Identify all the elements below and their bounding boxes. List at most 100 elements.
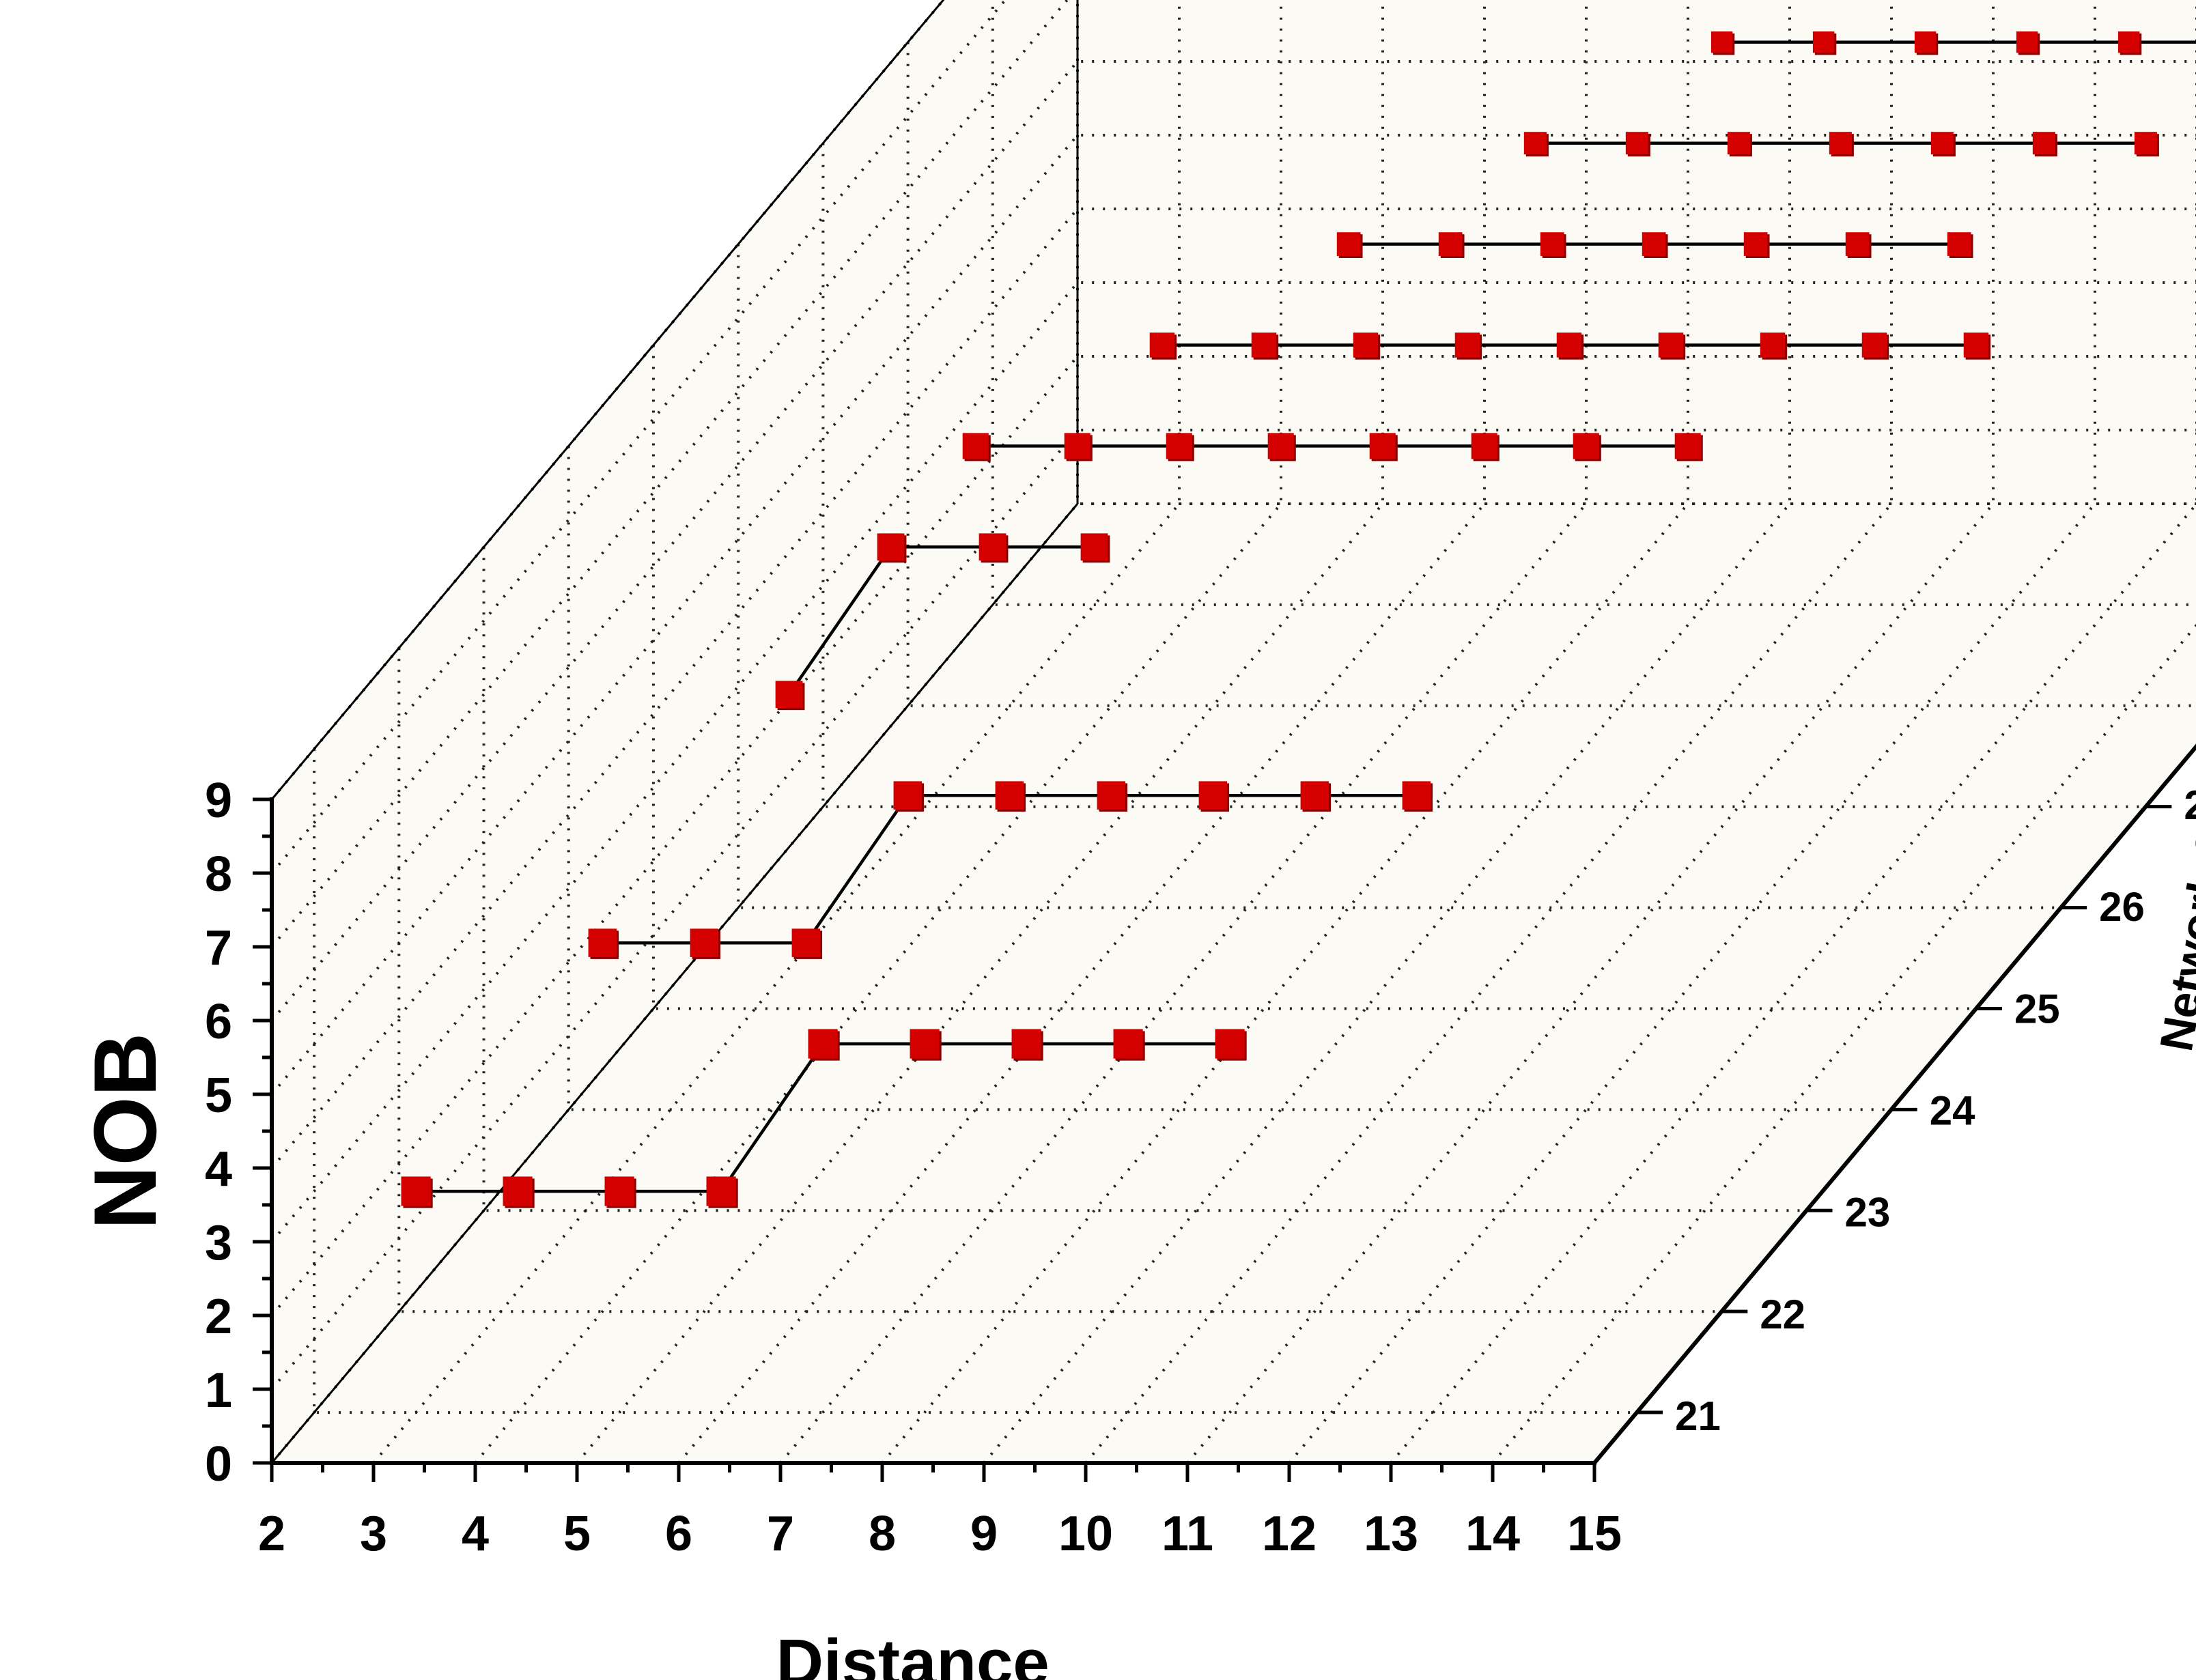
x-tick-label: 8: [869, 1507, 896, 1561]
y-tick-label: 0: [205, 1437, 232, 1492]
series-network-size-28: [1711, 31, 2196, 55]
chart-grid: [270, 0, 2196, 1464]
data-point: [775, 681, 803, 709]
data-point: [2117, 31, 2140, 53]
data-point: [1861, 332, 1887, 358]
y-tick-label: 1: [205, 1363, 232, 1418]
data-point: [808, 1029, 838, 1059]
data-point: [2032, 132, 2055, 155]
data-point: [1438, 232, 1463, 256]
chart-series: [401, 31, 2196, 1208]
gridline-distance: [1084, 0, 1893, 1464]
z-tick-label: 25: [2014, 986, 2060, 1031]
side-wall: [272, 0, 1078, 1463]
z-tick-label: 24: [1930, 1088, 1975, 1134]
data-point: [1674, 433, 1701, 459]
series-network-size-24: [962, 433, 1703, 461]
z-tick-label: 23: [1845, 1190, 1891, 1236]
y-tick-label: 3: [205, 1216, 232, 1270]
z-axis: [1591, 743, 2196, 1466]
data-point: [588, 928, 617, 957]
x-axis-title: Distance: [776, 1626, 1050, 1680]
x-tick-label: 9: [970, 1507, 998, 1561]
data-point: [1947, 232, 1971, 256]
data-point: [503, 1176, 533, 1206]
data-point: [1402, 781, 1431, 810]
data-point: [979, 533, 1006, 561]
data-point: [1743, 232, 1768, 256]
x-tick-label: 7: [767, 1507, 794, 1561]
y-tick-label: 5: [205, 1068, 232, 1123]
data-point: [1930, 132, 1954, 155]
y-tick-label: 4: [205, 1142, 232, 1197]
data-point: [1642, 232, 1666, 256]
y-tick-label: 7: [205, 921, 232, 976]
z-tick-label: 27: [2184, 782, 2196, 828]
series-network-size-21: [401, 1029, 1247, 1208]
series-network-size-23: [775, 533, 1110, 711]
data-point: [1727, 132, 1750, 155]
x-tick-label: 14: [1465, 1507, 1520, 1561]
box-edge-top: [270, 0, 945, 800]
series-network-size-22: [588, 781, 1433, 959]
data-point: [2134, 132, 2157, 155]
gridline-distance: [779, 0, 1588, 1464]
data-point: [1625, 132, 1648, 155]
data-point: [995, 781, 1024, 810]
data-point: [1573, 433, 1599, 459]
y-axis-title: NOB: [75, 1033, 175, 1230]
data-point: [1267, 433, 1294, 459]
data-point: [1011, 1029, 1041, 1059]
data-point: [2016, 31, 2038, 53]
y-tick-label: 6: [205, 995, 232, 1049]
y-tick-label: 8: [205, 847, 232, 902]
chart-ticks: 2 3 4 5 6 7 8 9 10 11 12 13 14 1501234567892122232425…: [205, 773, 2196, 1561]
data-point: [1300, 781, 1329, 810]
x-tick-label: 5: [563, 1507, 591, 1561]
data-point: [401, 1176, 431, 1206]
data-point: [1914, 31, 1937, 53]
data-point: [1760, 332, 1786, 358]
data-point: [1556, 332, 1582, 358]
series-network-size-25: [1149, 332, 1991, 360]
x-tick-label: 6: [665, 1507, 692, 1561]
x-tick-label: 13: [1364, 1507, 1418, 1561]
data-point: [1097, 781, 1126, 810]
data-point: [1829, 132, 1852, 155]
gridline-distance: [1288, 0, 2096, 1464]
data-point: [910, 1029, 940, 1059]
data-point: [1251, 332, 1277, 358]
x-tick-label: 3: [360, 1507, 387, 1561]
data-point: [1711, 31, 1733, 53]
data-point: [1963, 332, 1989, 358]
gridline-distance: [1186, 0, 1995, 1464]
data-point: [1658, 332, 1684, 358]
data-point: [877, 533, 905, 561]
series-network-size-26: [1336, 232, 1973, 258]
back-wall: [1078, 0, 2196, 504]
chart-walls: [272, 0, 2196, 1463]
z-tick-label: 21: [1675, 1393, 1721, 1439]
x-tick-label: 2: [258, 1507, 285, 1561]
gridline-distance: [677, 0, 1486, 1464]
series-line: [787, 545, 1095, 696]
data-point: [1845, 232, 1870, 256]
gridline-distance: [983, 0, 1791, 1464]
data-point: [1812, 31, 1835, 53]
gridline-distance: [474, 0, 1282, 1464]
data-point: [1149, 332, 1175, 358]
data-point: [1198, 781, 1228, 810]
data-point: [1471, 433, 1497, 459]
x-tick-label: 10: [1058, 1507, 1113, 1561]
z-tick-label: 26: [2099, 884, 2145, 930]
data-point: [1336, 232, 1361, 256]
y-tick-label: 9: [205, 773, 232, 828]
x-tick-label: 11: [1162, 1507, 1213, 1561]
data-point: [1166, 433, 1192, 459]
y-tick-label: 2: [205, 1290, 232, 1344]
data-point: [604, 1176, 634, 1206]
data-point: [1540, 232, 1564, 256]
gridline-distance: [881, 0, 1689, 1464]
